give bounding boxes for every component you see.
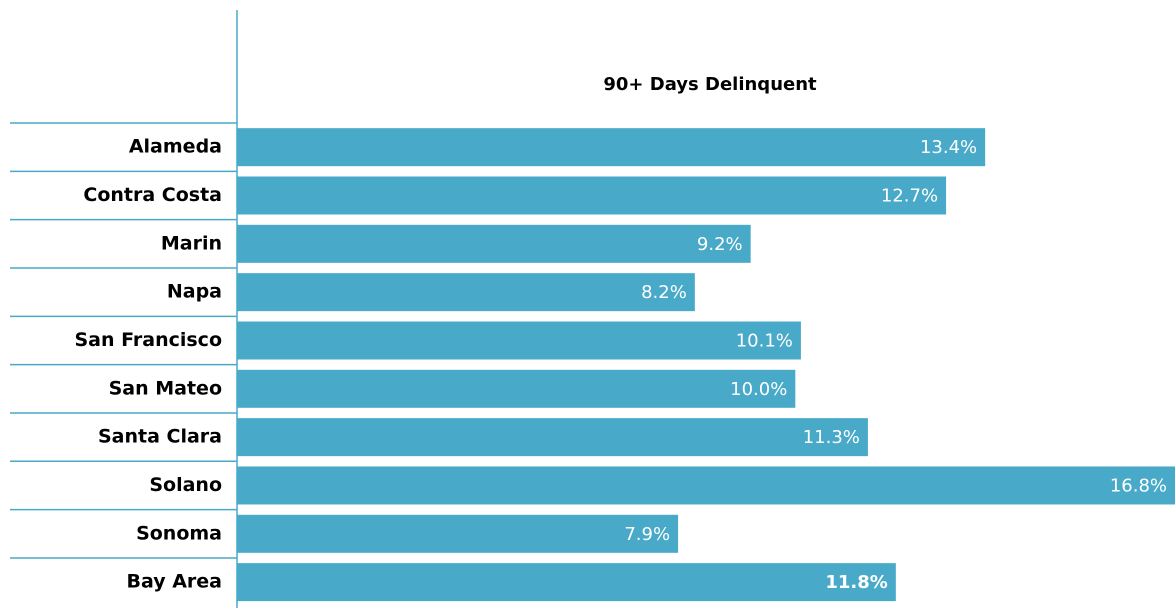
value-label: 10.1% xyxy=(736,330,793,351)
value-label: 8.2% xyxy=(641,282,687,303)
value-label: 13.4% xyxy=(920,137,977,158)
category-label: Bay Area xyxy=(126,571,222,593)
category-label: Solano xyxy=(149,474,222,496)
bar xyxy=(237,176,947,215)
bar xyxy=(237,514,679,553)
value-label: 11.3% xyxy=(803,427,860,448)
category-label: Santa Clara xyxy=(98,426,222,448)
bar xyxy=(237,224,751,263)
bar xyxy=(237,273,695,312)
value-label: 7.9% xyxy=(624,524,670,545)
bar xyxy=(237,321,801,360)
value-label: 11.8% xyxy=(825,572,887,593)
category-label: San Francisco xyxy=(74,329,222,351)
bar xyxy=(237,128,986,167)
bar xyxy=(237,563,896,602)
value-label: 9.2% xyxy=(697,234,743,255)
chart-title: 90+ Days Delinquent xyxy=(603,74,817,95)
category-label: Contra Costa xyxy=(83,184,222,206)
category-label: San Mateo xyxy=(109,377,222,399)
bar xyxy=(237,369,796,408)
category-label: Sonoma xyxy=(136,522,222,544)
bar xyxy=(237,466,1175,505)
category-label: Napa xyxy=(167,281,222,303)
category-label: Marin xyxy=(161,232,222,254)
value-label: 12.7% xyxy=(881,185,938,206)
bar xyxy=(237,418,868,457)
value-label: 16.8% xyxy=(1110,475,1167,496)
category-label: Alameda xyxy=(129,136,222,158)
value-label: 10.0% xyxy=(730,379,787,400)
